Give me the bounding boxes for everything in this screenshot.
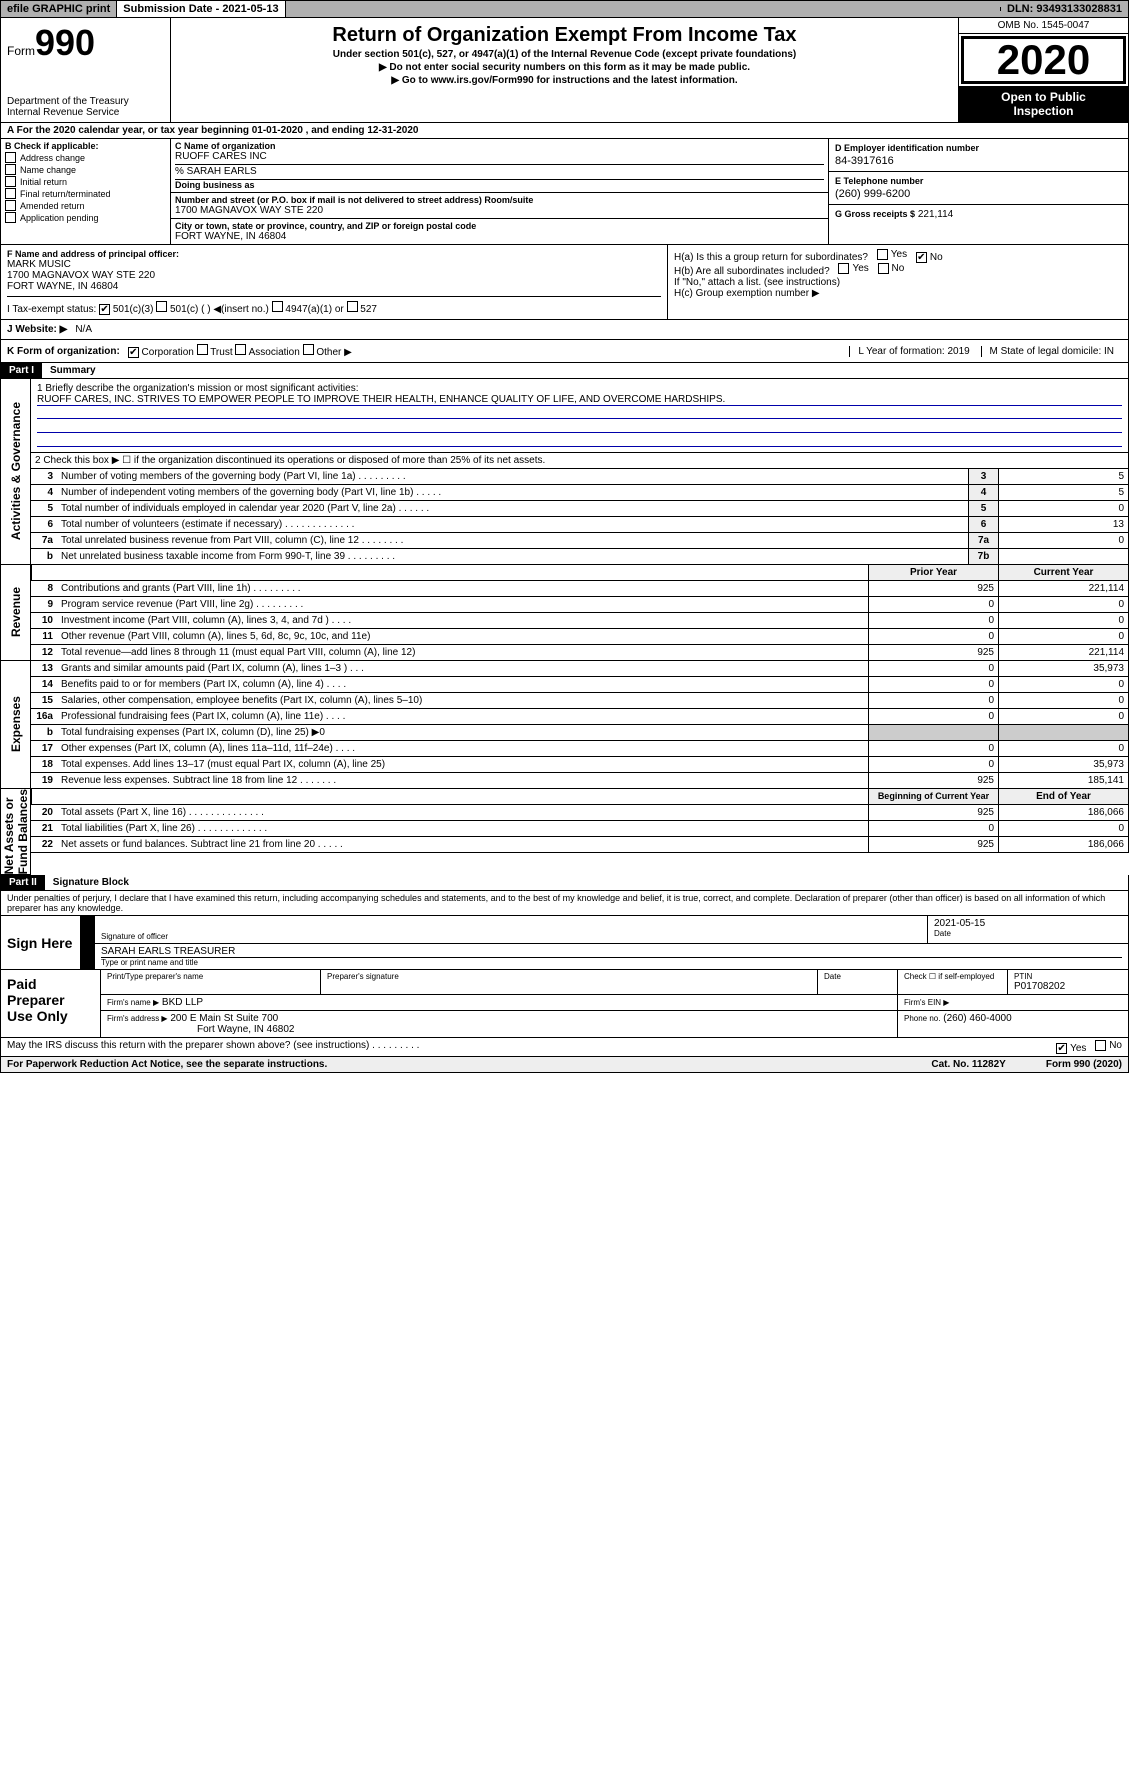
line-19: 19Revenue less expenses. Subtract line 1… (31, 773, 1129, 789)
omb-number: OMB No. 1545-0047 (959, 18, 1128, 34)
sign-date: 2021-05-15 (934, 918, 1122, 929)
line-14: 14Benefits paid to or for members (Part … (31, 677, 1129, 693)
perjury-statement: Under penalties of perjury, I declare th… (0, 891, 1129, 916)
hb-yes[interactable] (838, 263, 849, 274)
gross-receipts: 221,114 (918, 209, 953, 220)
form-subtitle: Under section 501(c), 527, or 4947(a)(1)… (177, 49, 952, 60)
tax-status-opt-2[interactable] (272, 301, 283, 312)
org-form-opt-2[interactable] (235, 344, 246, 355)
line-8: 8Contributions and grants (Part VIII, li… (31, 581, 1129, 597)
sidelabel-governance: Activities & Governance (1, 379, 31, 565)
ssn-warning: ▶ Do not enter social security numbers o… (177, 62, 952, 73)
col-d: D Employer identification number 84-3917… (828, 139, 1128, 244)
line-4: 4Number of independent voting members of… (31, 485, 1129, 501)
ein: 84-3917616 (835, 155, 1122, 167)
sidelabel-expenses: Expenses (1, 661, 31, 789)
care-of: % SARAH EARLS (175, 164, 824, 177)
line-5: 5Total number of individuals employed in… (31, 501, 1129, 517)
state-domicile: M State of legal domicile: IN (981, 346, 1123, 357)
sidelabel-netassets: Net Assets or Fund Balances (1, 789, 31, 875)
firm-name: BKD LLP (162, 997, 203, 1008)
department: Department of the Treasury Internal Reve… (7, 96, 164, 118)
line-6: 6Total number of volunteers (estimate if… (31, 517, 1129, 533)
firm-phone: (260) 460-4000 (943, 1013, 1011, 1024)
tax-status-opt-1[interactable] (156, 301, 167, 312)
city-state-zip: FORT WAYNE, IN 46804 (175, 231, 824, 242)
line-16a: 16aProfessional fundraising fees (Part I… (31, 709, 1129, 725)
line-12: 12Total revenue—add lines 8 through 11 (… (31, 645, 1129, 661)
line-7b: bNet unrelated business taxable income f… (31, 549, 1129, 565)
line-a: A For the 2020 calendar year, or tax yea… (0, 123, 1129, 139)
footer: For Paperwork Reduction Act Notice, see … (0, 1057, 1129, 1073)
efile-label[interactable]: efile GRAPHIC print (1, 1, 117, 17)
officer-addr2: FORT WAYNE, IN 46804 (7, 281, 661, 292)
signature-block: Sign Here Signature of officer 2021-05-1… (0, 916, 1129, 970)
org-form-opt-1[interactable] (197, 344, 208, 355)
discuss-no[interactable] (1095, 1040, 1106, 1051)
line-15: 15Salaries, other compensation, employee… (31, 693, 1129, 709)
submission-date: Submission Date - 2021-05-13 (117, 1, 285, 17)
firm-addr1: 200 E Main St Suite 700 (170, 1013, 278, 1024)
discuss-row: May the IRS discuss this return with the… (0, 1038, 1129, 1057)
org-form-opt-3[interactable] (303, 344, 314, 355)
line-22: 22Net assets or fund balances. Subtract … (31, 837, 1129, 853)
telephone: (260) 999-6200 (835, 188, 1122, 200)
line-20: 20Total assets (Part X, line 16) . . . .… (31, 805, 1129, 821)
part1-header: Part I Summary (0, 363, 1129, 379)
sidelabel-revenue: Revenue (1, 565, 31, 661)
paid-preparer: Paid Preparer Use Only Print/Type prepar… (0, 970, 1129, 1038)
officer-signature-name: SARAH EARLS TREASURER (101, 946, 1122, 958)
checkbox-final-return-terminated[interactable] (5, 188, 16, 199)
line-10: 10Investment income (Part VIII, column (… (31, 613, 1129, 629)
ha-no[interactable]: ✔ (916, 252, 927, 263)
checkbox-address-change[interactable] (5, 152, 16, 163)
mission-text: RUOFF CARES, INC. STRIVES TO EMPOWER PEO… (37, 394, 1122, 406)
website: N/A (75, 324, 92, 335)
col-c: C Name of organization RUOFF CARES INC %… (171, 139, 828, 244)
street-address: 1700 MAGNAVOX WAY STE 220 (175, 205, 824, 216)
form-header: Form990 Department of the Treasury Inter… (0, 18, 1129, 123)
checkbox-application-pending[interactable] (5, 212, 16, 223)
line-b: bTotal fundraising expenses (Part IX, co… (31, 725, 1129, 741)
officer-addr1: 1700 MAGNAVOX WAY STE 220 (7, 270, 661, 281)
org-name: RUOFF CARES INC (175, 151, 824, 162)
col-b: B Check if applicable: Address changeNam… (1, 139, 171, 244)
line-2: 2 Check this box ▶ ☐ if the organization… (31, 453, 1128, 468)
tax-year: 2020 (961, 36, 1126, 84)
line-9: 9Program service revenue (Part VIII, lin… (31, 597, 1129, 613)
row-k: K Form of organization: ✔ Corporation Tr… (0, 340, 1129, 363)
open-inspection: Open to Public Inspection (959, 86, 1128, 122)
line-17: 17Other expenses (Part IX, column (A), l… (31, 741, 1129, 757)
discuss-yes[interactable]: ✔ (1056, 1043, 1067, 1054)
form-title: Return of Organization Exempt From Incom… (177, 24, 952, 47)
line-18: 18Total expenses. Add lines 13–17 (must … (31, 757, 1129, 773)
section-f-h: F Name and address of principal officer:… (0, 245, 1129, 320)
hb-no[interactable] (878, 263, 889, 274)
year-formation: L Year of formation: 2019 (849, 346, 977, 357)
tax-status-opt-3[interactable] (347, 301, 358, 312)
line-3: 3Number of voting members of the governi… (31, 469, 1129, 485)
mission-label: 1 Briefly describe the organization's mi… (37, 383, 1122, 394)
goto-link[interactable]: ▶ Go to www.irs.gov/Form990 for instruct… (177, 75, 952, 86)
line-7a: 7aTotal unrelated business revenue from … (31, 533, 1129, 549)
checkbox-name-change[interactable] (5, 164, 16, 175)
tax-status-opt-0[interactable]: ✔ (99, 304, 110, 315)
form-number: Form990 (7, 22, 164, 64)
firm-addr2: Fort Wayne, IN 46802 (197, 1024, 294, 1035)
row-j: J Website: ▶ N/A (0, 320, 1129, 340)
ptin: P01708202 (1014, 981, 1122, 992)
dln: DLN: 93493133028831 (1001, 1, 1128, 17)
topbar: efile GRAPHIC print Submission Date - 20… (0, 0, 1129, 18)
checkbox-initial-return[interactable] (5, 176, 16, 187)
line-21: 21Total liabilities (Part X, line 26) . … (31, 821, 1129, 837)
org-form-opt-0[interactable]: ✔ (128, 347, 139, 358)
part2-header: Part II Signature Block (0, 875, 1129, 891)
checkbox-amended-return[interactable] (5, 200, 16, 211)
officer-name: MARK MUSIC (7, 259, 661, 270)
line-13: 13Grants and similar amounts paid (Part … (31, 661, 1129, 677)
line-11: 11Other revenue (Part VIII, column (A), … (31, 629, 1129, 645)
section-b-d: B Check if applicable: Address changeNam… (0, 139, 1129, 245)
ha-yes[interactable] (877, 249, 888, 260)
